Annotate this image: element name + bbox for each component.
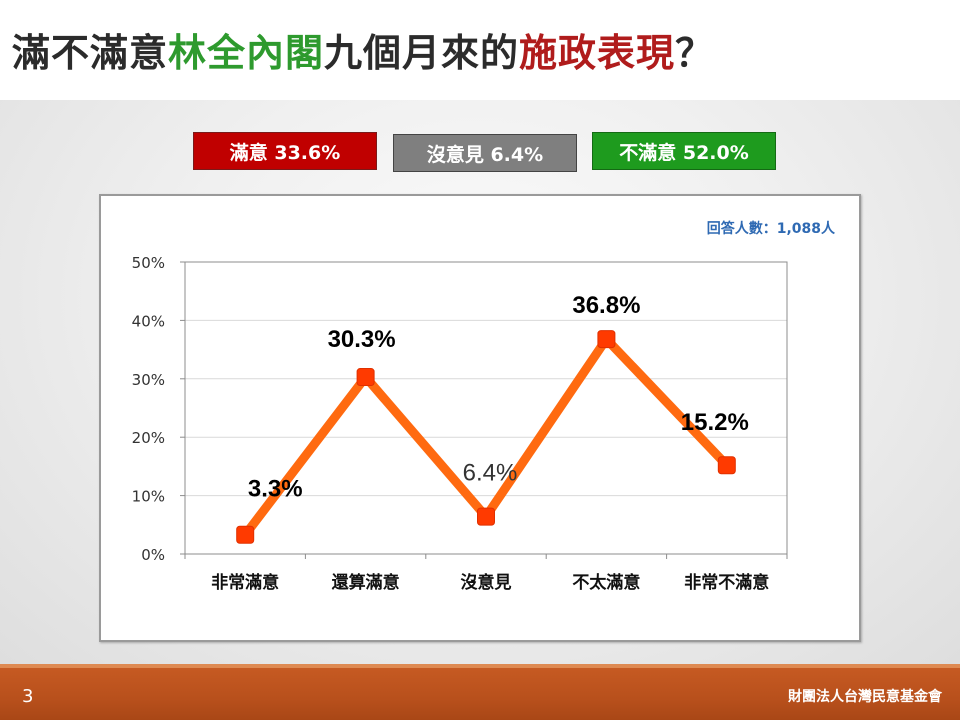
- footer-bar: 3 財團法人台灣民意基金會: [0, 664, 960, 720]
- data-label-0: 3.3%: [248, 476, 303, 503]
- y-tick-label-4: 40%: [132, 312, 165, 330]
- data-label-1: 30.3%: [328, 326, 396, 353]
- data-label-4: 15.2%: [681, 409, 749, 436]
- title-bar: 滿不滿意林全內閣九個月來的施政表現？: [0, 0, 960, 100]
- y-tick-label-1: 10%: [132, 488, 165, 506]
- page-title: 滿不滿意林全內閣九個月來的施政表現？: [12, 22, 714, 77]
- x-tick-label-3: 不太滿意: [572, 572, 640, 593]
- chart-frame: 回答人數：1,088人 0% 10% 20% 30% 40% 50% 非常滿意 還算滿意 沒意見…: [99, 194, 861, 642]
- title-part-2: 林全內閣: [168, 31, 325, 75]
- line-chart: 0% 10% 20% 30% 40% 50% 非常滿意 還算滿意 沒意見 不太滿意 非常不滿意 3.3…: [132, 254, 788, 593]
- x-tick-label-0: 非常滿意: [211, 572, 279, 593]
- summary-satisfied-box: 滿意 33.6%: [193, 132, 377, 170]
- title-part-4: 施政表現: [519, 31, 676, 75]
- title-part-1: 滿不滿意: [12, 31, 169, 75]
- data-label-2: 6.4%: [463, 460, 518, 487]
- data-point-4: [717, 456, 736, 475]
- x-tick-label-2: 沒意見: [461, 572, 512, 593]
- data-point-0: [236, 525, 255, 544]
- summary-dissatisfied-box: 不滿意 52.0%: [592, 132, 776, 170]
- data-point-3: [597, 330, 616, 349]
- x-tick-label-1: 還算滿意: [332, 572, 400, 593]
- data-label-3: 36.8%: [572, 292, 640, 319]
- data-point-1: [356, 368, 375, 387]
- sample-size-note: 回答人數：1,088人: [706, 221, 835, 237]
- summary-neutral-box: 沒意見 6.4%: [393, 134, 577, 172]
- organization-name: 財團法人台灣民意基金會: [788, 689, 942, 705]
- data-point-2: [477, 507, 495, 526]
- y-tick-label-2: 20%: [132, 429, 165, 447]
- title-part-3: 九個月來的: [324, 31, 520, 75]
- y-tick-label-3: 30%: [132, 371, 165, 389]
- y-tick-label-0: 0%: [141, 546, 165, 564]
- y-tick-label-5: 50%: [132, 254, 165, 272]
- page-number: 3: [22, 686, 34, 707]
- x-tick-label-4: 非常不滿意: [684, 572, 769, 593]
- title-part-5: ？: [675, 31, 715, 75]
- plot-area-border: [184, 261, 788, 555]
